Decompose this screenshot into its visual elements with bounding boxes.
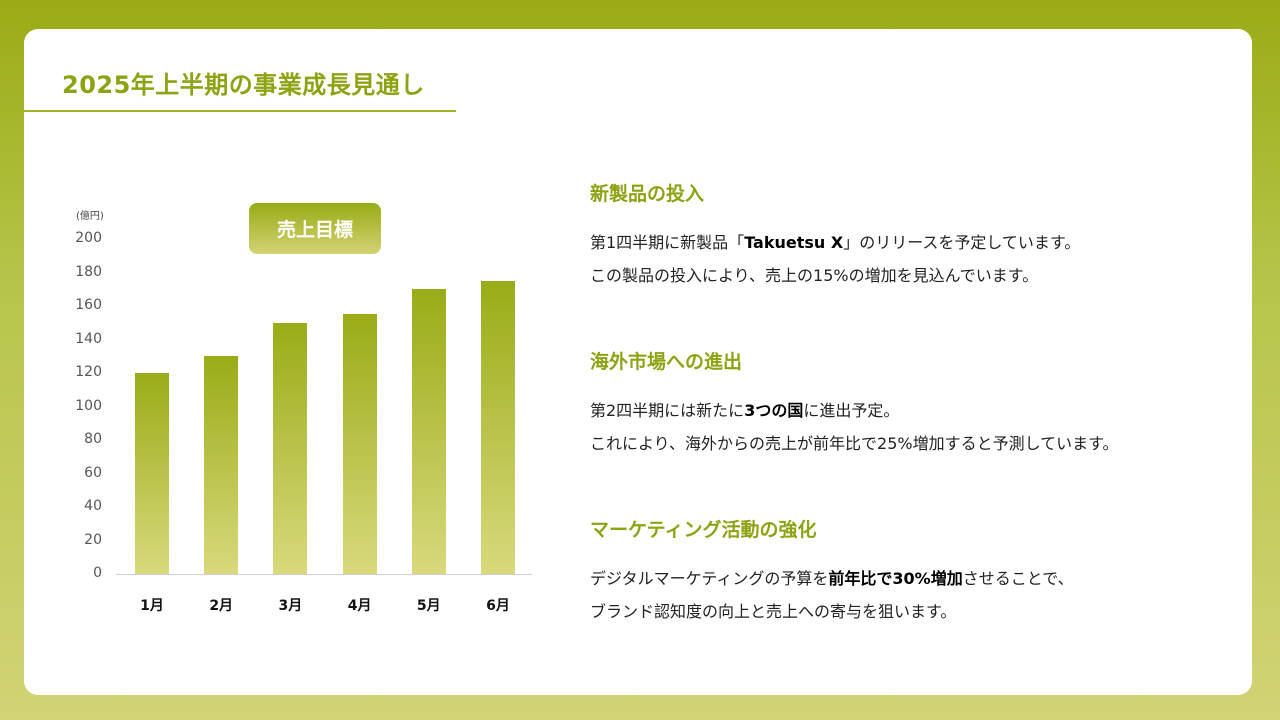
emphasis-text: 3つの国 (744, 401, 804, 420)
x-tick-label: 4月 (347, 598, 372, 614)
x-tick-label: 2月 (209, 598, 234, 614)
section-heading: マーケティング活動の強化 (590, 519, 817, 541)
bar-1 (135, 373, 169, 574)
bar-5 (411, 289, 446, 574)
y-axis-unit: (億円) (76, 211, 104, 222)
bar-6 (481, 280, 515, 574)
slide-card: 2025年上半期の事業成長見通し (億円) 0 20 40 60 80 100 120 140… (24, 29, 1252, 695)
y-tick-label: 140 (75, 330, 102, 347)
y-tick-label: 20 (84, 531, 102, 548)
section-new-product: 新製品の投入 第1四半期に新製品「Takuetsu X」のリリースを予定していま… (590, 179, 1230, 292)
x-tick-label: 1月 (140, 598, 164, 614)
section-line: これにより、海外からの売上が前年比で25%増加すると予測しています。 (590, 434, 1119, 453)
y-tick-label: 200 (75, 230, 102, 246)
page-title: 2025年上半期の事業成長見通し (62, 71, 425, 99)
x-axis-line (116, 574, 532, 575)
emphasis-text: 前年比で30%増加 (828, 569, 963, 588)
section-line: この製品の投入により、売上の15%の増加を見込んでいます。 (590, 266, 1039, 285)
bar-2 (204, 356, 239, 574)
chart-legend-badge: 売上目標 (249, 203, 381, 254)
y-tick-label: 60 (84, 464, 102, 481)
section-overseas: 海外市場への進出 第2四半期には新たに3つの国に進出予定。 これにより、海外から… (590, 347, 1230, 460)
bar-3 (273, 322, 308, 574)
y-tick-label: 40 (84, 498, 102, 514)
y-tick-label: 100 (75, 397, 102, 414)
y-tick-label: 120 (75, 364, 102, 380)
x-tick-label: 6月 (486, 598, 510, 614)
title-underline (24, 110, 456, 112)
section-line: 第1四半期に新製品「Takuetsu X」のリリースを予定しています。 (590, 233, 1081, 252)
x-tick-label: 5月 (416, 598, 441, 614)
y-tick-label: 0 (93, 565, 102, 581)
section-heading: 新製品の投入 (590, 183, 705, 205)
section-line: 第2四半期には新たに3つの国に進出予定。 (590, 401, 900, 420)
y-tick-label: 180 (75, 263, 102, 280)
bar-4 (342, 314, 377, 574)
emphasis-text: Takuetsu X (744, 233, 844, 252)
y-tick-label: 160 (75, 297, 102, 313)
section-heading: 海外市場への進出 (590, 351, 743, 373)
section-marketing: マーケティング活動の強化 デジタルマーケティングの予算を前年比で30%増加させる… (590, 515, 1230, 628)
y-tick-label: 80 (84, 431, 102, 447)
section-line: ブランド認知度の向上と売上への寄与を狙います。 (590, 602, 957, 621)
x-tick-label: 3月 (278, 598, 303, 614)
section-line: デジタルマーケティングの予算を前年比で30%増加させることで、 (590, 569, 1074, 588)
